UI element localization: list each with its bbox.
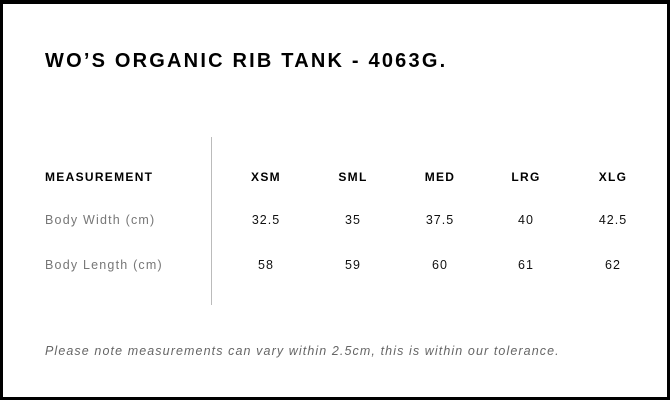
table-cell: 59 bbox=[345, 258, 361, 272]
table-cell: 61 bbox=[518, 258, 534, 272]
size-header-med: MED bbox=[424, 170, 456, 184]
table-cell: 37.5 bbox=[425, 213, 455, 227]
size-header-sml: SML bbox=[338, 170, 368, 184]
table-cell: 42.5 bbox=[598, 213, 628, 227]
page-title: WO’S ORGANIC RIB TANK - 4063G. bbox=[45, 50, 448, 72]
row-label: Body Width (cm) bbox=[45, 213, 156, 227]
table-cell: 58 bbox=[258, 258, 274, 272]
column-divider bbox=[211, 137, 212, 305]
measurement-header: MEASUREMENT bbox=[45, 170, 154, 184]
table-cell: 60 bbox=[432, 258, 448, 272]
tolerance-note: Please note measurements can vary within… bbox=[45, 344, 560, 358]
row-label: Body Length (cm) bbox=[45, 258, 163, 272]
size-header-xsm: XSM bbox=[251, 170, 281, 184]
table-cell: 62 bbox=[605, 258, 621, 272]
table-cell: 35 bbox=[345, 213, 361, 227]
table-cell: 32.5 bbox=[251, 213, 281, 227]
table-cell: 40 bbox=[518, 213, 534, 227]
size-header-lrg: LRG bbox=[511, 170, 541, 184]
size-header-xlg: XLG bbox=[598, 170, 628, 184]
